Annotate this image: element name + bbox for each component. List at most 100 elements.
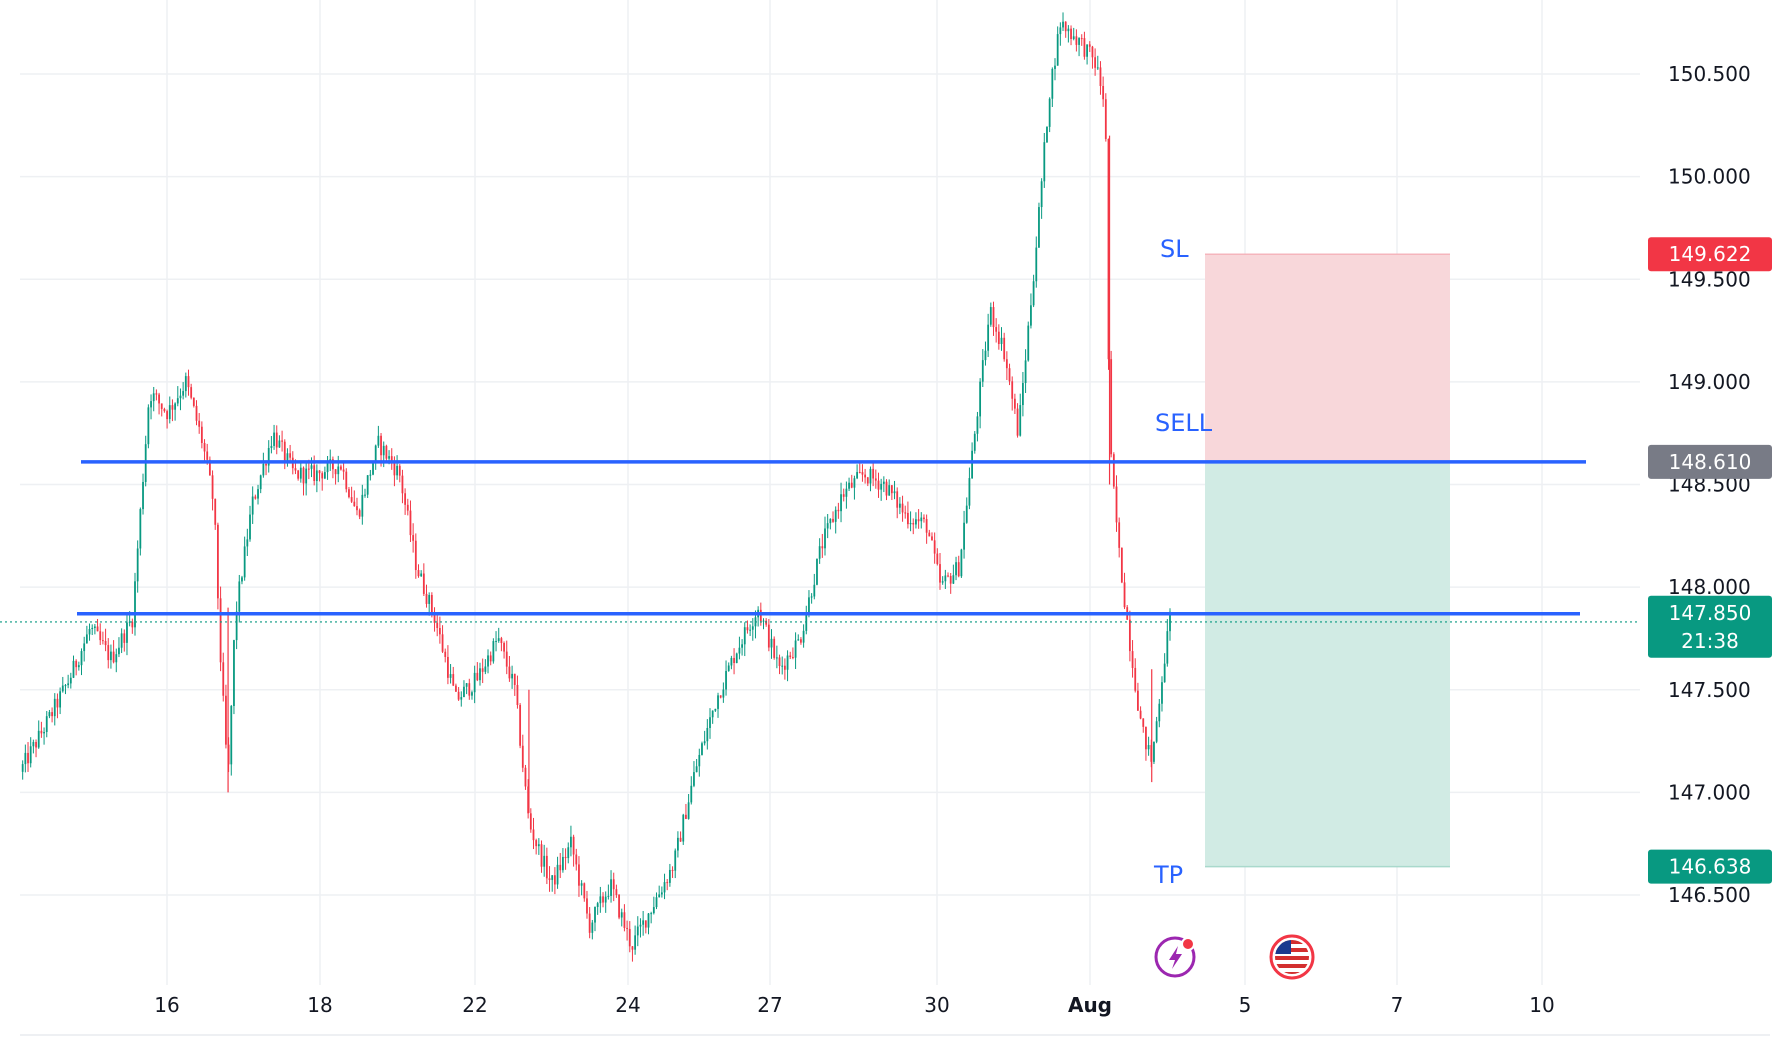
candle: [24, 744, 27, 773]
candle: [404, 488, 407, 515]
candle: [789, 651, 792, 660]
event-markers[interactable]: [1154, 934, 1315, 980]
candle: [885, 479, 888, 501]
candle: [495, 631, 497, 652]
lightning-event-icon[interactable]: [1154, 936, 1196, 978]
candle: [104, 628, 107, 652]
candle: [390, 448, 393, 470]
candle: [596, 901, 599, 915]
candle: [746, 620, 749, 634]
candle: [628, 921, 631, 953]
candle: [826, 514, 829, 539]
candle: [425, 584, 428, 608]
candle: [259, 474, 262, 494]
candle: [896, 487, 899, 519]
price-tick-label: 148.000: [1668, 575, 1751, 599]
price-badge-value: 149.622: [1669, 242, 1752, 266]
candle: [396, 455, 398, 480]
candle: [203, 439, 206, 463]
candle: [385, 444, 388, 464]
candle: [436, 613, 439, 637]
candle: [366, 475, 369, 498]
us-flag-icon[interactable]: [1269, 934, 1315, 980]
candle: [503, 641, 505, 659]
time-tick-label: 5: [1239, 993, 1252, 1017]
annotation-sl[interactable]: SL: [1160, 235, 1189, 263]
candle: [917, 509, 920, 529]
candle: [781, 656, 784, 675]
candle: [1137, 682, 1139, 711]
candle: [353, 490, 356, 507]
candle: [521, 734, 524, 773]
candle: [1161, 676, 1163, 712]
candle: [158, 392, 160, 415]
candle: [540, 840, 543, 873]
candle: [332, 456, 334, 479]
candle: [1032, 274, 1035, 308]
candle: [476, 662, 479, 682]
horizontal-lines[interactable]: [0, 460, 1640, 623]
candle: [527, 779, 530, 819]
candle: [602, 892, 604, 908]
take-profit-zone[interactable]: [1205, 461, 1450, 867]
short-position-tool[interactable]: [1205, 253, 1450, 868]
candle: [583, 882, 586, 902]
candle: [845, 481, 848, 509]
candle: [1166, 619, 1169, 667]
annotation-tp[interactable]: TP: [1153, 861, 1183, 889]
candle: [59, 687, 62, 715]
candle: [1067, 25, 1070, 43]
candle: [773, 636, 776, 660]
candle: [562, 848, 564, 873]
candle: [1083, 31, 1086, 60]
candle: [345, 468, 348, 493]
candle: [816, 558, 818, 586]
candle: [1048, 97, 1051, 133]
candle: [1030, 293, 1032, 329]
candle: [1131, 640, 1134, 678]
candle: [890, 485, 893, 501]
candle: [850, 474, 853, 489]
candle: [182, 382, 185, 400]
candle: [733, 648, 735, 675]
candle: [952, 564, 955, 585]
candle: [802, 624, 805, 648]
price-tick-label: 147.000: [1668, 780, 1751, 804]
price-badges: 149.622 148.610 147.850 21:38 146.638: [1648, 237, 1772, 884]
candle: [976, 411, 979, 442]
candle: [48, 709, 51, 719]
candle: [719, 695, 722, 699]
candle: [1104, 93, 1107, 142]
time-axis[interactable]: 16 18 22 24 27 30 Aug 5 7 10: [154, 993, 1554, 1017]
candle: [217, 522, 219, 610]
candle: [1016, 403, 1019, 438]
candle: [949, 573, 952, 594]
candle: [118, 637, 120, 658]
candle: [775, 645, 778, 669]
candle: [706, 719, 709, 750]
price-badge-bg: [1648, 237, 1772, 272]
candle: [856, 464, 858, 480]
candle: [131, 618, 134, 634]
candle: [671, 866, 674, 878]
candle: [655, 892, 658, 910]
stop-loss-zone[interactable]: [1205, 254, 1450, 462]
candle: [586, 890, 588, 919]
candle: [361, 484, 364, 525]
candle: [810, 593, 813, 604]
candle: [1008, 363, 1011, 386]
annotation-sell[interactable]: SELL: [1155, 409, 1213, 437]
candle: [703, 730, 706, 746]
candle: [698, 748, 701, 777]
candle: [275, 425, 278, 455]
price-badge-value: 147.850: [1669, 601, 1752, 625]
candle: [652, 896, 655, 915]
text-annotations[interactable]: SL SELL TP: [1153, 235, 1213, 889]
candle: [350, 486, 353, 503]
time-tick-label: 16: [154, 993, 179, 1017]
candle: [43, 727, 45, 745]
candle: [545, 847, 548, 885]
candle: [965, 497, 968, 524]
candle: [944, 569, 947, 590]
